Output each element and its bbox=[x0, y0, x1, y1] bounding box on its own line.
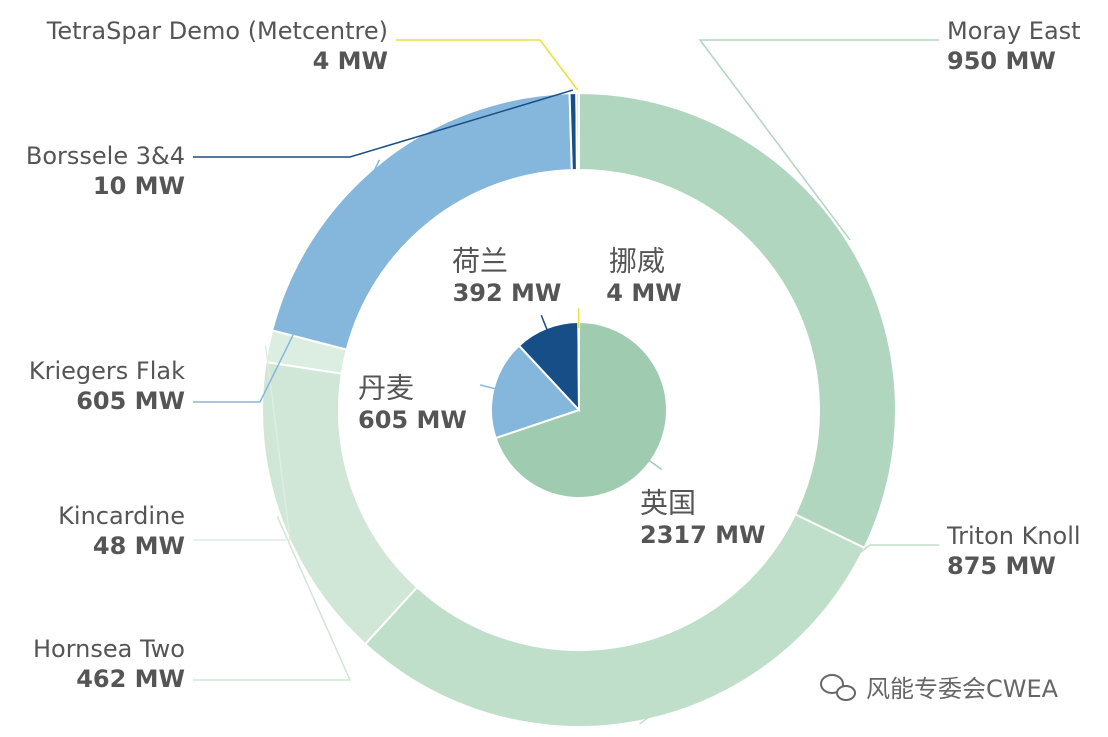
donut-segment bbox=[575, 91, 580, 172]
donut-segment bbox=[363, 513, 866, 728]
value-label: 4 MW bbox=[313, 47, 388, 75]
slice-label: 丹麦 bbox=[358, 372, 414, 405]
donut-segment bbox=[270, 92, 573, 351]
leader-line bbox=[193, 159, 381, 403]
watermark-text: 风能专委会CWEA bbox=[866, 675, 1059, 703]
segment-label: Hornsea Two bbox=[33, 635, 185, 663]
leader-line bbox=[396, 39, 579, 91]
slice-label: 挪威 bbox=[609, 245, 665, 278]
leader-line bbox=[698, 39, 939, 241]
donut-segment bbox=[578, 91, 897, 550]
pie-slice bbox=[577, 320, 580, 411]
segment-label: TetraSpar Demo (Metcentre) bbox=[46, 17, 388, 45]
watermark bbox=[820, 674, 856, 701]
slice-label: 荷兰 bbox=[452, 245, 508, 278]
leader-line bbox=[193, 89, 574, 158]
value-label: 2317 MW bbox=[640, 521, 766, 549]
watermark-icon bbox=[820, 674, 844, 694]
segment-label: Kriegers Flak bbox=[29, 357, 185, 385]
watermark-icon bbox=[836, 685, 856, 701]
segment-label: Kincardine bbox=[58, 502, 185, 530]
leader-line bbox=[479, 384, 500, 391]
leader-line bbox=[639, 544, 939, 725]
value-label: 48 MW bbox=[93, 532, 185, 560]
leader-line bbox=[645, 457, 663, 471]
segment-label: Moray East bbox=[947, 17, 1081, 45]
leader-line bbox=[193, 516, 352, 681]
segment-label: Triton Knoll bbox=[946, 522, 1081, 550]
leader-line bbox=[540, 314, 550, 335]
slice-label: 英国 bbox=[640, 487, 696, 520]
leader-line bbox=[193, 345, 291, 541]
value-label: 875 MW bbox=[947, 552, 1056, 580]
value-label: 605 MW bbox=[358, 406, 467, 434]
value-label: 950 MW bbox=[947, 47, 1056, 75]
value-label: 392 MW bbox=[453, 279, 562, 307]
value-label: 4 MW bbox=[606, 279, 681, 307]
value-label: 462 MW bbox=[76, 665, 185, 693]
value-label: 10 MW bbox=[93, 172, 185, 200]
segment-label: Borssele 3&4 bbox=[26, 142, 185, 170]
value-label: 605 MW bbox=[76, 387, 185, 415]
